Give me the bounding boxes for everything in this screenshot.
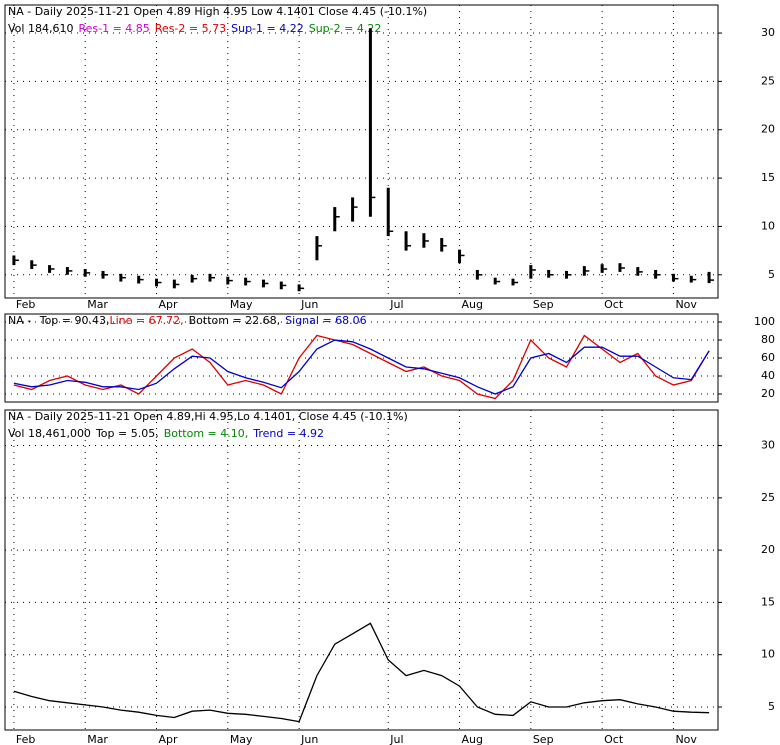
x-tick-label: Jul (389, 733, 403, 745)
label-text: Trend = 4.92 (252, 427, 324, 440)
x-tick-label: Sep (533, 733, 554, 745)
y-tick-label: 15 (761, 595, 775, 608)
series-line (13, 334, 710, 400)
y-tick-label: 5 (768, 700, 775, 713)
y-tick-label: 100 (754, 315, 775, 328)
x-tick-label: Nov (675, 298, 697, 311)
x-tick-label: Jul (389, 298, 403, 311)
label-text: Bottom = 22.68, (189, 314, 281, 327)
panel-title: NA - Daily 2025-11-21 Open 4.89 High 4.9… (8, 5, 427, 18)
panel-frame (4, 4, 719, 299)
label-text: Res-1 = 4.85 (78, 22, 149, 35)
y-tick-label: 60 (761, 351, 775, 364)
x-tick-label: Feb (16, 733, 35, 745)
x-tick-label: May (230, 733, 253, 745)
series-line (13, 622, 710, 723)
y-tick-label: 25 (761, 491, 775, 504)
x-tick-label: Sep (533, 298, 554, 311)
y-tick-label: 10 (761, 648, 775, 661)
title-text: NA - Daily 2025-11-21 Open 4.89 High 4.9… (8, 5, 427, 18)
x-tick-label: Apr (159, 733, 179, 745)
x-tick-label: Mar (87, 733, 108, 745)
y-tick-label: 25 (761, 74, 775, 87)
x-tick-label: Jun (300, 298, 318, 311)
label-text: Sup-1 = 4.22 (231, 22, 304, 35)
x-tick-label: Feb (16, 298, 35, 311)
y-tick-label: 20 (761, 543, 775, 556)
x-tick-label: May (230, 298, 253, 311)
panel-labels: Vol 184,610 Res-1 = 4.85 Res-2 = 5.73 Sup-1… (8, 22, 381, 35)
label-text: Line = 67.72, (109, 314, 183, 327)
x-tick-label: Nov (675, 733, 697, 745)
y-tick-label: 30 (761, 439, 775, 452)
x-tick-label: Mar (87, 298, 108, 311)
y-tick-label: 40 (761, 369, 775, 382)
label-text: Res-2 = 5.73 (155, 22, 226, 35)
y-tick-label: 15 (761, 171, 775, 184)
label-text: Sup-2 = 4.22 (309, 22, 382, 35)
label-text: Vol 184,610 (8, 22, 73, 35)
label-text: Vol 18,461,000 (8, 427, 91, 440)
x-tick-label: Aug (462, 298, 483, 311)
y-tick-label: 10 (761, 219, 775, 232)
panel-title: NA - Daily 2025-11-21 Open 4.89,Hi 4.95,… (8, 410, 408, 423)
panel-labels: Vol 18,461,000 Top = 5.05, Bottom = 4.10, T… (8, 427, 324, 440)
y-tick-label: 30 (761, 26, 775, 39)
title-text: NA - Daily 2025-11-21 Open 4.89,Hi 4.95,… (8, 410, 408, 423)
x-tick-label: Jun (300, 733, 318, 745)
panel-frame (4, 409, 719, 731)
x-tick-label: Oct (604, 298, 624, 311)
x-tick-label: Aug (462, 733, 483, 745)
x-tick-label: Oct (604, 733, 624, 745)
title-text: NA - (8, 314, 35, 327)
y-tick-label: 20 (761, 123, 775, 136)
y-tick-label: 5 (768, 268, 775, 281)
y-tick-label: 80 (761, 333, 775, 346)
y-tick-label: 20 (761, 387, 775, 400)
label-text: Bottom = 4.10, (164, 427, 249, 440)
label-text: Top = 90.43, (39, 314, 110, 327)
panel-title: NA - Top = 90.43,Line = 67.72, Bottom = 2… (8, 314, 367, 327)
x-tick-label: Apr (159, 298, 179, 311)
series-line (13, 339, 710, 395)
label-text: Top = 5.05, (95, 427, 159, 440)
label-text: Signal = 68.06 (285, 314, 367, 327)
